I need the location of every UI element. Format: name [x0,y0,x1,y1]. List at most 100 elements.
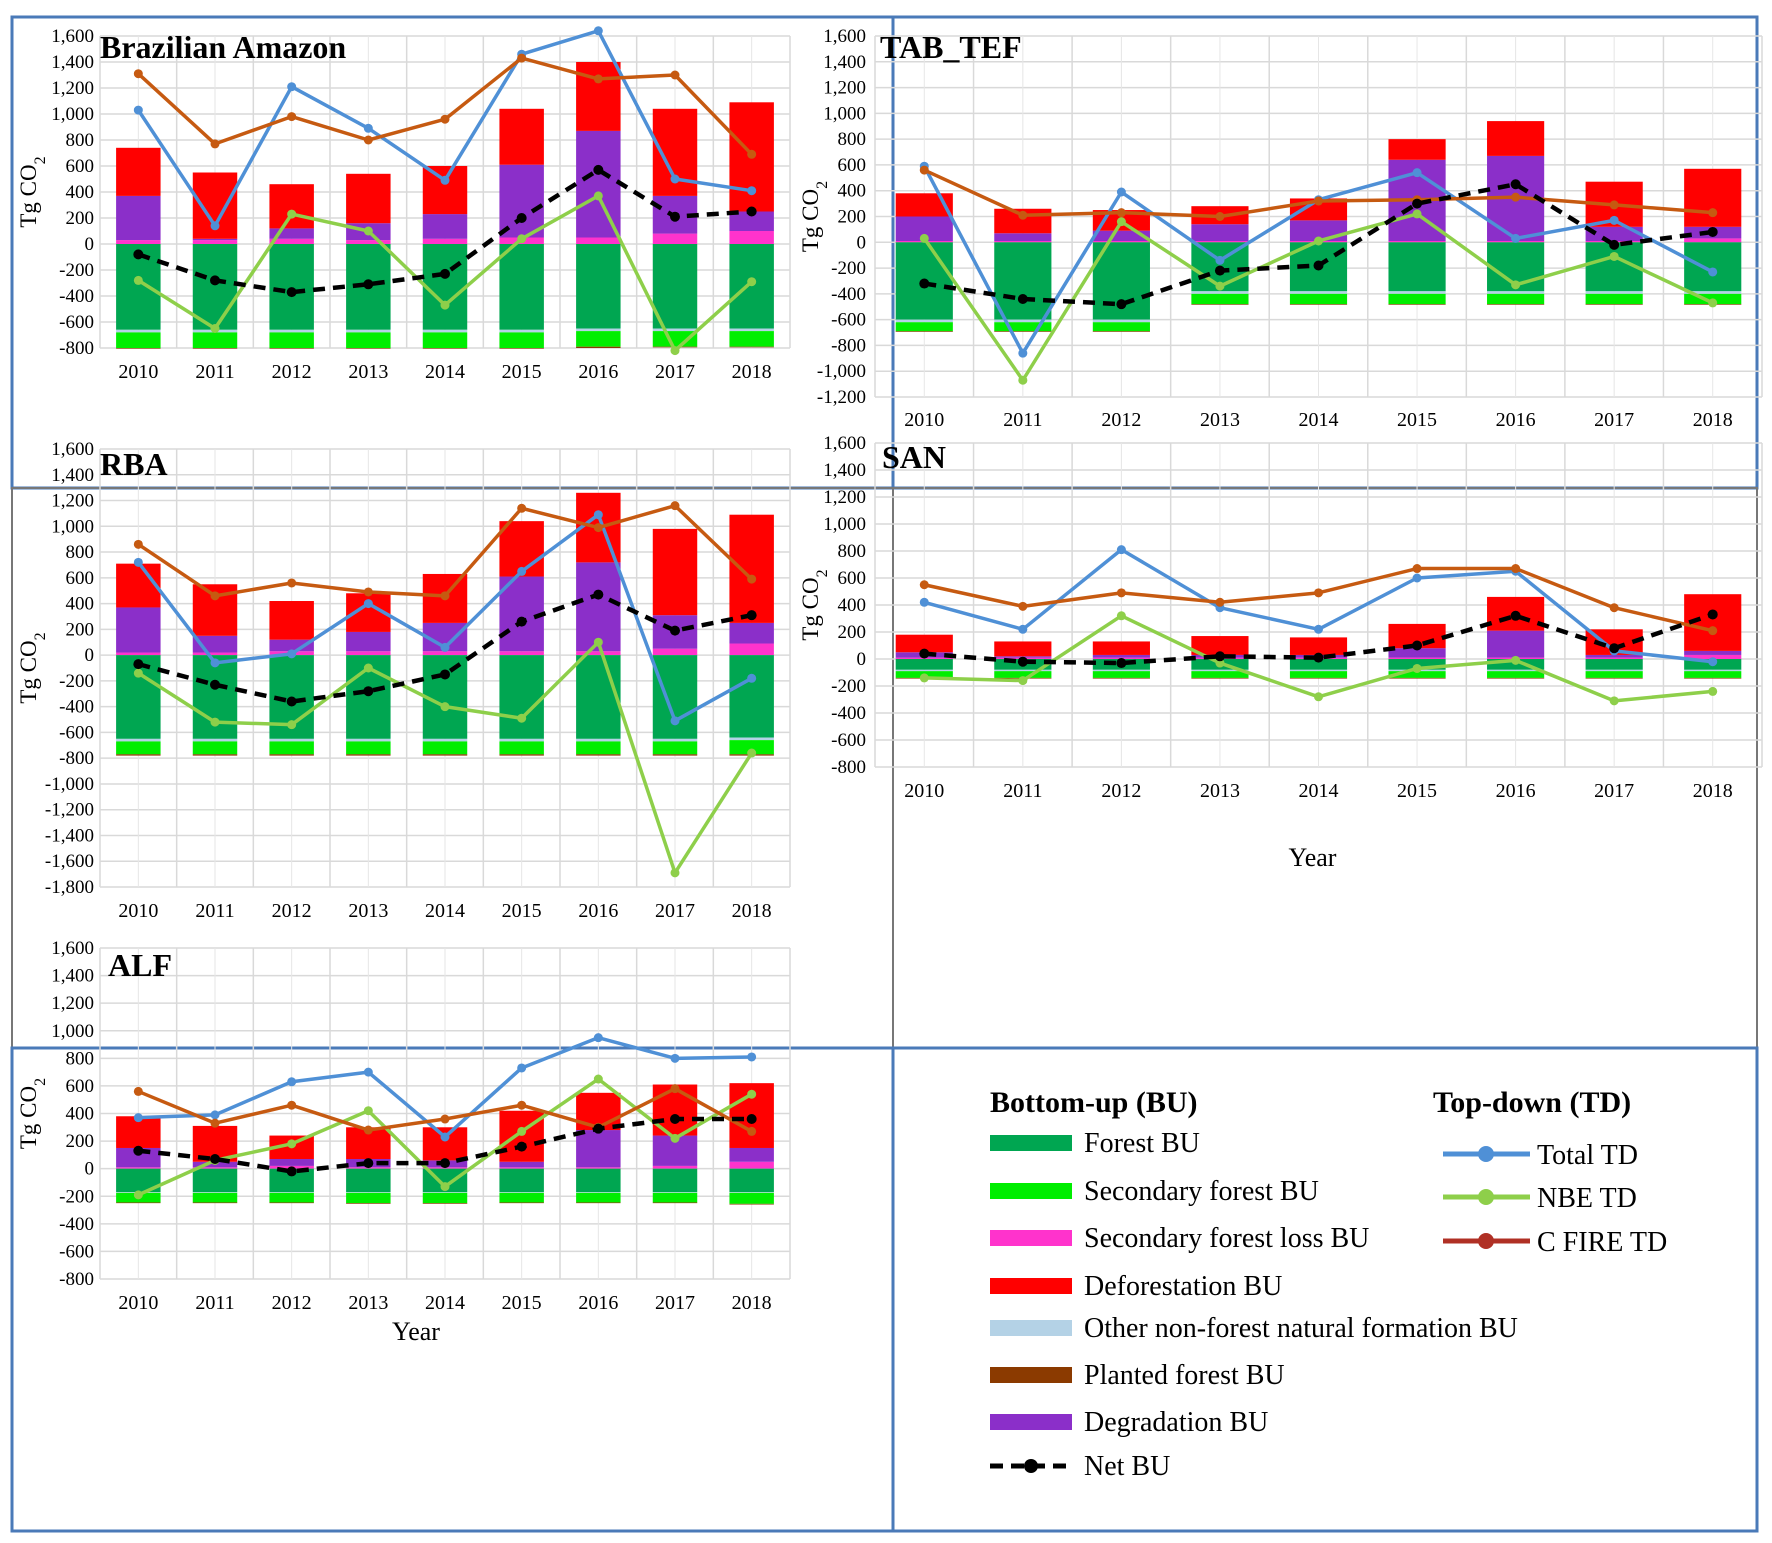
point-c-fire-td [1314,196,1323,206]
bar-secondary-forest-bu [1388,671,1446,678]
y-tick-label: 1,000 [823,514,866,535]
point-total-td [517,1063,527,1073]
x-tick-label: 2014 [1299,409,1339,431]
bar-degradation-bu [1487,630,1545,658]
x-tick-label: 2015 [1397,780,1437,802]
bar-secondary-forest-bu [192,332,238,348]
y-tick-label: -600 [59,722,94,743]
x-tick-label: 2010 [118,900,158,922]
point-nbe-td [133,668,143,678]
series-lines [133,26,757,356]
bar-deforestation-bu [1487,121,1545,156]
y-tick-label: -800 [831,335,866,356]
point-net-bu [133,249,144,260]
point-c-fire-td [287,1100,297,1110]
bar-forest-bu [576,244,621,329]
point-total-td [1412,168,1422,178]
x-tick-labels: 2010 2011 2012 2013 2014 2015 2016 2017 2018 [118,900,771,922]
bar-secondary-forest-loss-bu [994,240,1052,243]
point-net-bu [919,648,930,659]
point-c-fire-td [1708,626,1718,636]
legend-label-nbe-td: NBE TD [1537,1183,1637,1214]
point-c-fire-td [440,114,450,124]
x-tick-label: 2011 [195,1292,234,1314]
point-total-td [133,1113,143,1123]
bar-other-non-forest-natural-formation-bu [1684,669,1742,672]
legend: Bottom-up (BU) Top-down (TD) Forest BU Se… [990,1086,1667,1482]
bar-secondary-forest-loss-bu [729,643,774,656]
point-c-fire-td [133,1086,143,1096]
bar-forest-bu [116,1168,161,1193]
bar-secondary-forest-bu [346,332,391,348]
bar-planted-forest-bu [1092,677,1150,679]
point-net-bu [1707,609,1718,620]
bar-secondary-forest-loss-bu [652,648,698,656]
point-total-td [517,566,527,576]
y-tick-label: -600 [59,312,94,333]
point-nbe-td [1314,236,1323,246]
bar-other-non-forest-natural-formation-bu [422,1192,468,1193]
bar-secondary-forest-bu [729,331,774,347]
bar-secondary-forest-bu [1487,293,1545,305]
point-net-bu [133,659,144,670]
line-net-bu [137,167,752,295]
bar-planted-forest-bu [116,754,161,756]
legend-swatch-other-non-forest-natural-formation-bu [990,1320,1072,1336]
bar-planted-forest-bu [1585,677,1643,679]
bar-degradation-bu [346,631,391,652]
legend-bu-list: Forest BU Secondary forest BU Secondary fo… [990,1128,1518,1482]
y-tick-label: 0 [85,234,95,255]
point-net-bu [746,610,757,621]
point-nbe-td [747,1089,757,1099]
bar-planted-forest-bu [269,754,314,756]
point-c-fire-td [133,69,143,79]
point-net-bu [440,669,450,680]
point-net-bu [516,213,527,223]
y-tick-label: -1,000 [817,361,866,382]
point-net-bu [133,1145,144,1156]
bar-other-non-forest-natural-formation-bu [729,737,774,741]
point-c-fire-td [670,1084,680,1094]
bar-secondary-forest-bu [422,332,468,348]
y-tick-labels: -1,800 -1,600 -1,400 -1,200 -1,000 -800 -600 -4… [45,439,94,898]
x-tick-label: 2013 [1200,780,1240,802]
bar-secondary-forest-bu [994,671,1052,678]
y-tick-label: 1,400 [51,966,94,987]
y-tick-label: 1,200 [51,993,94,1014]
point-c-fire-td [440,1114,450,1124]
point-nbe-td [1609,251,1619,261]
point-nbe-td [363,1106,373,1116]
x-tick-label: 2016 [578,361,618,383]
y-tick-label: 1,200 [823,487,866,508]
bar-secondary-forest-loss-bu [1388,657,1446,659]
y-tick-label: 400 [66,594,95,615]
point-nbe-td [919,673,929,683]
point-total-td [1708,657,1718,667]
legend-swatch-secondary-forest-loss-bu [990,1230,1072,1246]
point-c-fire-td [1511,192,1521,202]
point-total-td [747,1052,757,1062]
x-tick-label: 2015 [1397,409,1437,431]
bar-planted-forest-bu [269,1202,314,1204]
bar-other-non-forest-natural-formation-bu [422,329,468,333]
y-tick-label: 0 [85,1159,95,1180]
series-lines [919,161,1718,385]
bar-other-non-forest-natural-formation-bu [1388,291,1446,294]
x-tick-label: 2017 [655,361,695,383]
bar-degradation-bu [1092,654,1150,658]
bar-secondary-forest-loss-bu [576,237,621,244]
x-tick-label: 2015 [502,1292,542,1314]
x-tick-label: 2011 [1003,780,1042,802]
bar-forest-bu [576,655,621,739]
bar-forest-bu [729,1168,774,1193]
x-tick-label: 2014 [425,1292,465,1314]
bar-other-non-forest-natural-formation-bu [1585,291,1643,294]
y-tick-label: 1,400 [51,465,94,486]
point-c-fire-td [1018,601,1028,611]
y-tick-label: 600 [66,156,95,177]
point-net-bu [363,279,374,290]
point-net-bu [210,275,220,286]
bar-secondary-forest-bu [422,1192,468,1204]
y-tick-label: 200 [838,207,867,228]
